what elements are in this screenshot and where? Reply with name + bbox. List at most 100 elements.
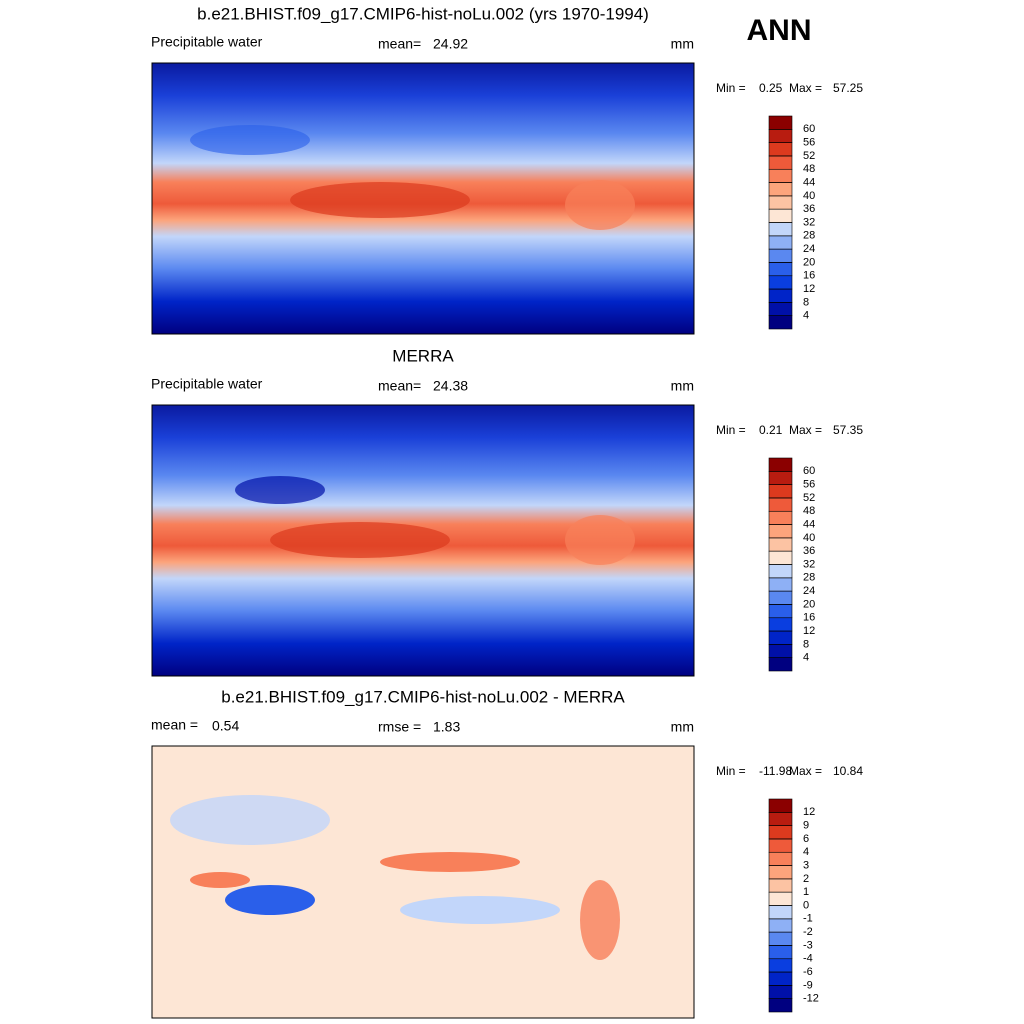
colorbar-box	[768, 195, 793, 210]
colorbar-label: -2	[803, 926, 813, 938]
colorbar-box	[768, 998, 793, 1013]
colorbar-box	[768, 222, 793, 237]
colorbar-label: 1	[803, 886, 809, 898]
colorbar-label: 44	[803, 176, 815, 188]
colorbar-label: 4	[803, 652, 809, 664]
colorbar-box	[768, 302, 793, 316]
colorbar-label: 36	[803, 545, 815, 557]
left-label: Precipitable water	[151, 376, 263, 392]
colorbar-label: 60	[803, 465, 815, 477]
max-label: Max =	[789, 81, 822, 95]
colorbar-box	[768, 971, 793, 986]
colorbar-box	[768, 115, 793, 130]
colorbar-box	[768, 945, 793, 960]
colorbar-label: 4	[803, 846, 809, 858]
colorbar-box	[768, 182, 793, 197]
colorbar-box	[768, 604, 793, 619]
min-value: 0.25	[759, 81, 783, 95]
colorbar-box	[768, 657, 793, 672]
colorbar-label: 48	[803, 163, 815, 175]
colorbar-box	[768, 590, 793, 605]
colorbar-box	[768, 497, 793, 512]
max-value: 10.84	[833, 764, 863, 778]
colorbar-box	[768, 129, 793, 143]
panel-title: b.e21.BHIST.f09_g17.CMIP6-hist-noLu.002 …	[221, 687, 625, 706]
units: mm	[671, 378, 694, 394]
max-value: 57.35	[833, 423, 863, 437]
colorbar-box	[768, 550, 793, 565]
min-value: -11.98	[759, 764, 792, 778]
colorbar-box	[768, 262, 793, 277]
colorbar-box	[768, 985, 793, 999]
center-value: 24.38	[433, 378, 468, 394]
colorbar-label: 56	[803, 479, 815, 491]
colorbar-box	[768, 617, 793, 632]
colorbar-box	[768, 644, 793, 658]
center-label: rmse =	[378, 719, 421, 735]
colorbar-label: 16	[803, 270, 815, 282]
colorbar-box	[768, 275, 793, 290]
colorbar-label: 12	[803, 625, 815, 637]
colorbar-box	[768, 168, 793, 183]
colorbar-box	[768, 208, 793, 223]
colorbar-box	[768, 865, 793, 880]
colorbar-label: -3	[803, 939, 813, 951]
colorbar-label: 52	[803, 150, 815, 162]
colorbar-box	[768, 510, 793, 525]
min-label: Min =	[716, 764, 746, 778]
map	[151, 62, 695, 335]
colorbar-label: 40	[803, 532, 815, 544]
colorbar-label: 20	[803, 256, 815, 268]
colorbar-label: 9	[803, 820, 809, 832]
colorbar-box	[768, 248, 793, 263]
units: mm	[671, 719, 694, 735]
colorbar-box	[768, 825, 793, 840]
map	[151, 404, 695, 677]
center-label: mean=	[378, 378, 421, 394]
map	[151, 745, 695, 1019]
colorbar-box	[768, 630, 793, 645]
colorbar-box	[768, 878, 793, 893]
colorbar-label: 12	[803, 283, 815, 295]
center-value: 24.92	[433, 36, 468, 52]
colorbar-label: 36	[803, 203, 815, 215]
colorbar-box	[768, 235, 793, 250]
max-value: 57.25	[833, 81, 863, 95]
colorbar-label: 3	[803, 859, 809, 871]
max-label: Max =	[789, 423, 822, 437]
colorbar-label: 40	[803, 190, 815, 202]
colorbar-label: -12	[803, 993, 819, 1005]
center-label: mean=	[378, 36, 421, 52]
min-label: Min =	[716, 423, 746, 437]
colorbar-label: 48	[803, 505, 815, 517]
left-label: mean =	[151, 717, 198, 733]
colorbar-label: 6	[803, 833, 809, 845]
colorbar-box	[768, 891, 793, 906]
colorbar-label: 24	[803, 243, 815, 255]
colorbar-box	[768, 142, 793, 157]
panel-title: MERRA	[392, 346, 454, 365]
colorbar-label: -4	[803, 953, 813, 965]
colorbar-box	[768, 155, 793, 170]
colorbar-label: 4	[803, 310, 809, 322]
colorbar-box	[768, 457, 793, 472]
left-label: Precipitable water	[151, 34, 263, 50]
colorbar-label: -9	[803, 979, 813, 991]
colorbar-label: 12	[803, 806, 815, 818]
colorbar-label: 0	[803, 899, 809, 911]
colorbar-label: 2	[803, 873, 809, 885]
colorbar-label: 8	[803, 296, 809, 308]
colorbar-box	[768, 564, 793, 579]
colorbar-box	[768, 471, 793, 485]
colorbar-box	[768, 838, 793, 853]
colorbar-label: 32	[803, 216, 815, 228]
colorbar-label: 16	[803, 612, 815, 624]
colorbar-label: 52	[803, 492, 815, 504]
units: mm	[671, 36, 694, 52]
colorbar-label: -1	[803, 913, 813, 925]
min-value: 0.21	[759, 423, 783, 437]
colorbar-label: -6	[803, 966, 813, 978]
colorbar-box	[768, 537, 793, 552]
